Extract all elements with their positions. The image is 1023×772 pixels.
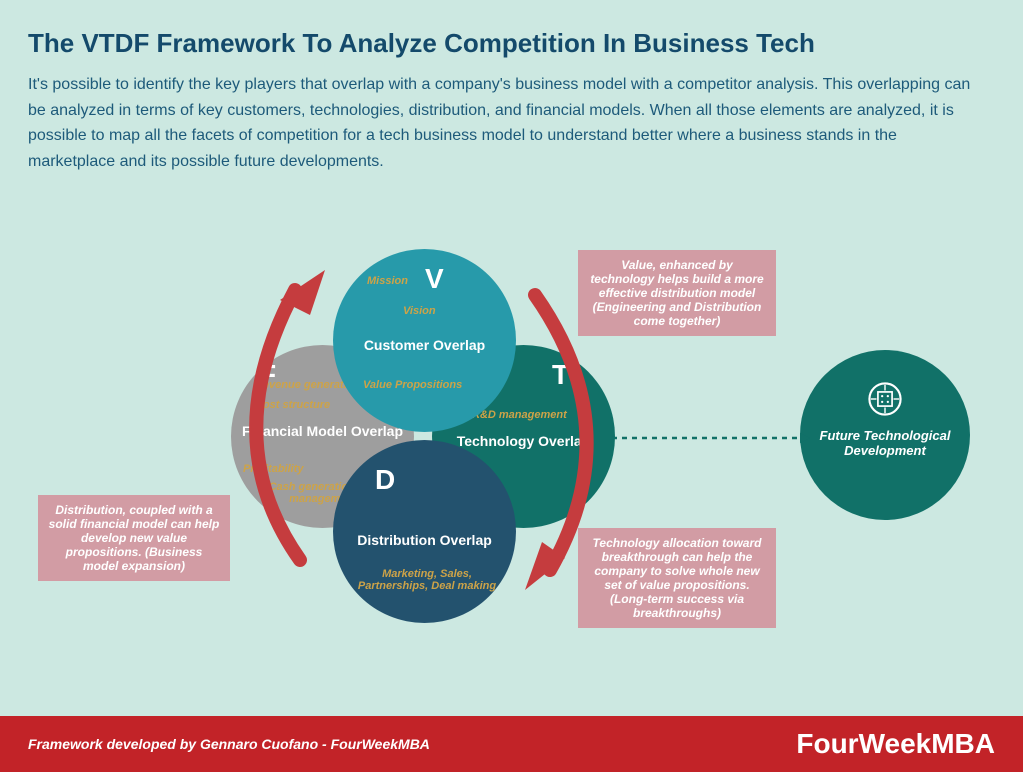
circle-v: V Customer Overlap Mission Vision Value Prop… xyxy=(333,249,516,432)
future-circle: Future Technological Development xyxy=(800,350,970,520)
circle-d: D Distribution Overlap Marketing, Sales, P… xyxy=(333,440,516,623)
circle-label-d: Distribution Overlap xyxy=(333,532,516,548)
circle-letter-v: V xyxy=(425,263,444,295)
circle-letter-d: D xyxy=(375,464,395,496)
page-title: The VTDF Framework To Analyze Competitio… xyxy=(28,28,815,59)
circle-label-v: Customer Overlap xyxy=(333,337,516,353)
circle-v-subitem: Mission xyxy=(367,275,408,287)
description-text: It's possible to identify the key player… xyxy=(28,72,988,174)
callout-left: Distribution, coupled with a solid finan… xyxy=(38,495,230,581)
chip-icon xyxy=(868,382,902,416)
future-label: Future Technological Development xyxy=(800,428,970,458)
arc-right xyxy=(500,280,650,600)
infographic-canvas: The VTDF Framework To Analyze Competitio… xyxy=(0,0,1023,772)
circle-v-subitem: Value Propositions xyxy=(363,379,462,391)
arc-left xyxy=(205,260,345,580)
circle-d-subitem: Marketing, Sales, Partnerships, Deal mak… xyxy=(357,568,497,592)
circle-v-subitem: Vision xyxy=(403,305,436,317)
footer-brand: FourWeekMBA xyxy=(796,728,995,760)
footer-bar: Framework developed by Gennaro Cuofano -… xyxy=(0,716,1023,772)
footer-credit: Framework developed by Gennaro Cuofano -… xyxy=(28,736,430,752)
